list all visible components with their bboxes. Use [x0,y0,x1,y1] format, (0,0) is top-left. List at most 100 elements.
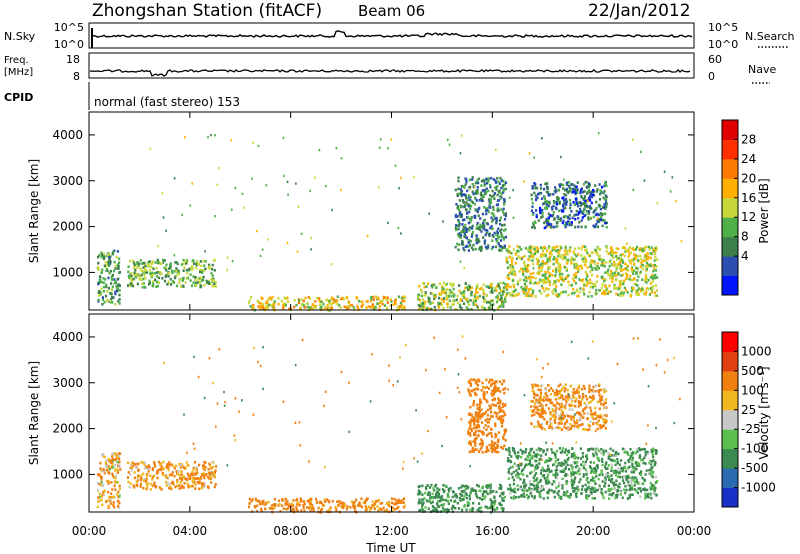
power-cell [532,271,535,275]
power-cell [654,247,657,250]
velocity-cell [633,481,637,484]
power-cell [576,288,579,292]
power-colorbar-segment [722,178,738,199]
velocity-cell [650,484,653,488]
velocity-cell [534,487,537,490]
power-cell [134,273,137,277]
power-cell [478,198,481,202]
power-colorbar-segment [722,197,738,218]
velocity-cell [463,495,466,498]
velocity-cell [578,480,581,484]
velocity-cell [494,404,497,407]
power-cell [617,271,620,275]
velocity-cell [559,451,562,454]
power-cell [564,199,568,203]
power-cell [214,134,216,137]
power-cell [555,293,558,297]
power-cell [314,306,318,309]
power-cell [600,286,603,290]
velocity-cell [177,470,180,473]
power-cell [576,265,579,268]
power-cell [582,182,586,186]
power-cell [567,184,570,188]
power-cell [572,258,575,261]
power-cell [110,288,113,292]
power-cell [604,292,607,296]
power-cell [454,307,457,311]
velocity-cell [469,384,472,387]
power-cell [442,281,445,285]
velocity-cell [600,469,603,472]
power-cell [646,252,649,255]
velocity-cell [588,386,591,389]
power-cell [581,257,584,261]
velocity-cell [511,476,514,479]
velocity-cell [107,482,110,485]
nave-tick-bottom: 0 [708,70,715,83]
power-cell [495,219,498,222]
velocity-cell [544,479,547,483]
velocity-cell [507,449,510,452]
power-cell [202,269,206,272]
power-cell [154,278,157,282]
power-cell [231,260,234,263]
power-cell [501,293,504,296]
power-cell [480,184,483,187]
power-cell [499,196,502,200]
velocity-cell [636,450,639,453]
velocity-cell [538,491,541,494]
velocity-cell [598,407,601,411]
velocity-cell [213,485,216,489]
velocity-cell [191,469,194,473]
power-cell [556,278,559,282]
velocity-cell [526,474,529,478]
power-cell [199,270,202,274]
power-cell [314,176,316,179]
velocity-cell [582,473,585,476]
velocity-cell [540,410,543,414]
velocity-cell [477,424,480,427]
power-cell [533,186,536,190]
power-cell [97,255,100,259]
velocity-cell [359,504,362,507]
power-cell [180,263,183,266]
power-cell [552,262,555,266]
power-cell [650,246,653,249]
velocity-cell [496,412,499,415]
power-cell [567,222,570,225]
velocity-cell [618,485,621,489]
velocity-cell [111,474,114,478]
velocity-cell [559,463,562,467]
power-cell [600,213,603,217]
power-cell [439,301,442,305]
power-cell [544,262,547,265]
power-cell [649,256,652,260]
power-cell [399,301,402,305]
velocity-cell [442,503,445,506]
velocity-cell [606,471,609,475]
velocity-cell [553,490,556,493]
power-cell [547,223,550,227]
power-cell [519,278,522,282]
power-cell [636,292,639,296]
velocity-cell [545,460,548,464]
power-cell [562,183,565,187]
power-cell [587,254,591,257]
power-cell [442,300,446,303]
velocity-cell [560,412,563,415]
power-cell [198,281,201,284]
power-cell [346,307,349,310]
power-cell [101,268,104,272]
power-cell [457,248,460,252]
power-cell [108,264,111,268]
power-cell [183,266,186,270]
velocity-cell [483,412,486,416]
power-cell [376,296,379,299]
power-cell [649,263,652,266]
power-cell [501,301,504,304]
velocity-cell [432,487,435,490]
velocity-cell [516,470,519,473]
power-cell [475,223,479,227]
power-cell [382,295,385,299]
velocity-cell [100,495,103,498]
